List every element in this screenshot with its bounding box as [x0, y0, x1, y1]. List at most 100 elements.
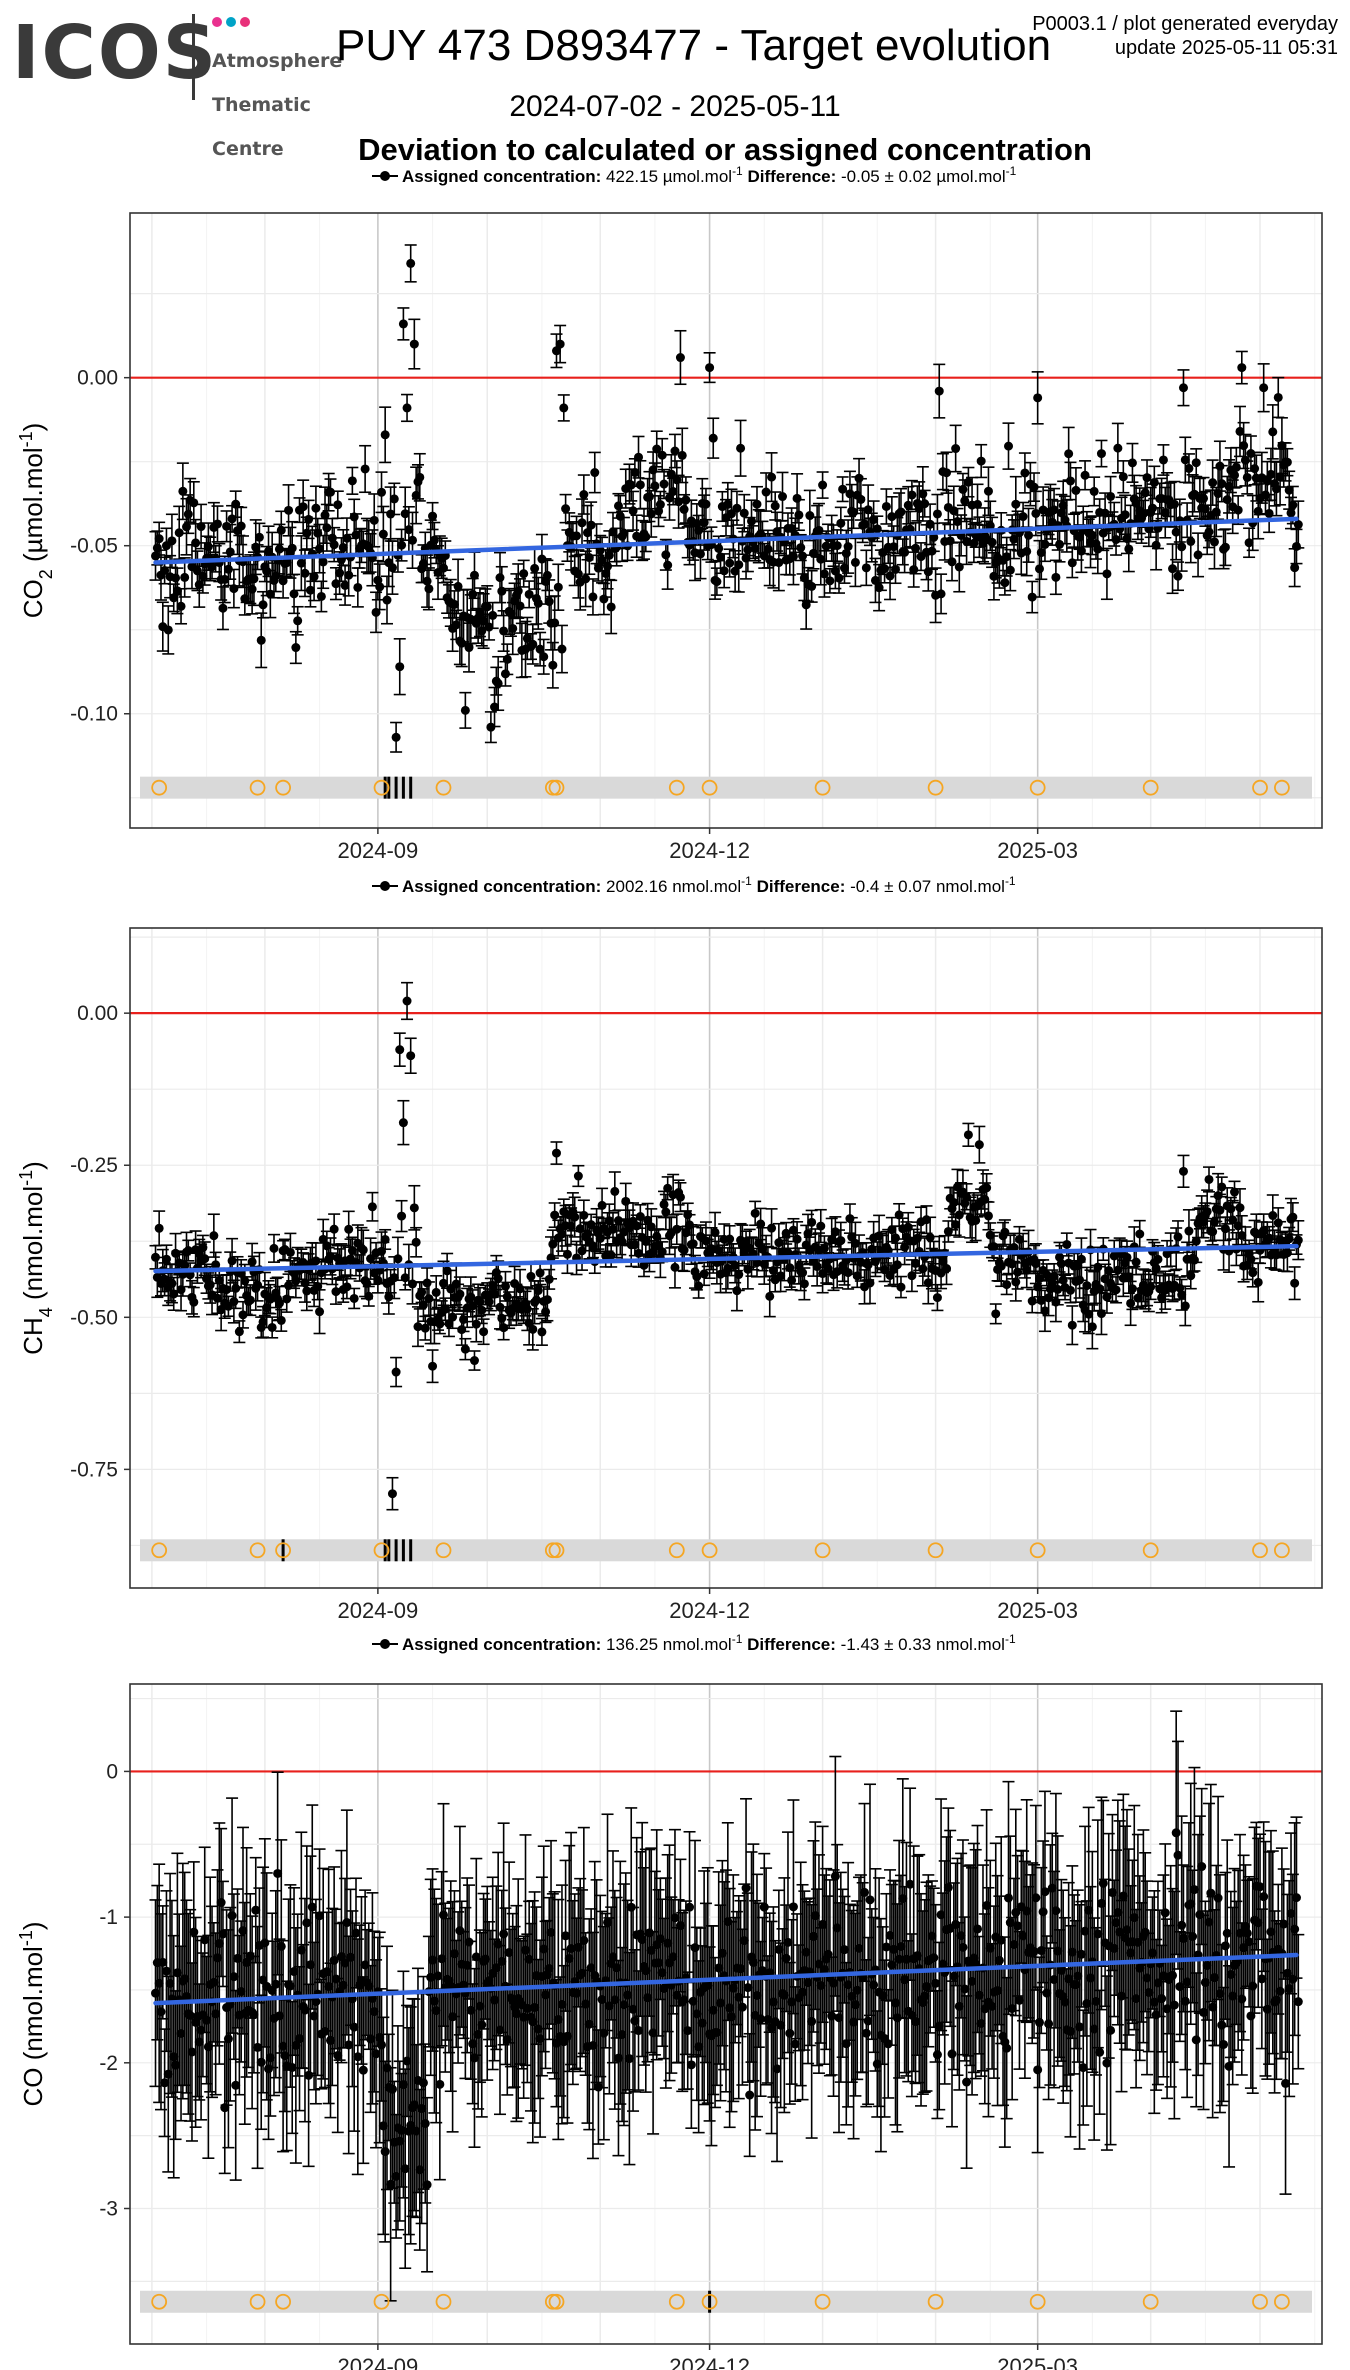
data-point	[894, 1210, 904, 1220]
data-point	[397, 540, 407, 550]
legend-text-part: -0.05 ± 0.02 µmol.mol	[841, 167, 1006, 186]
data-point	[1064, 449, 1074, 459]
data-point	[315, 1307, 325, 1317]
data-point	[1250, 464, 1260, 474]
data-point	[880, 564, 890, 574]
y-axis-label-part: (µmol.mol	[18, 447, 48, 569]
data-point	[413, 1322, 423, 1332]
data-point	[932, 509, 942, 519]
data-point	[1005, 565, 1015, 575]
data-point	[577, 518, 587, 528]
data-point	[925, 1232, 935, 1242]
data-point	[1118, 472, 1128, 482]
data-point	[1284, 485, 1294, 495]
logo-line: Thematic	[212, 94, 311, 116]
report-header: ICOS Atmosphere Thematic Centre PUY 473 …	[0, 0, 1350, 180]
data-point	[918, 1264, 928, 1274]
data-point	[942, 1264, 952, 1274]
data-point	[311, 1256, 321, 1266]
data-point	[936, 589, 946, 599]
legend-text-part: Assigned concentration:	[402, 877, 606, 896]
data-point	[925, 519, 935, 529]
data-point	[1009, 534, 1019, 544]
data-point	[983, 486, 993, 496]
data-point	[1084, 1309, 1094, 1319]
data-point	[180, 572, 190, 582]
data-point	[1204, 527, 1214, 537]
data-point	[765, 1291, 775, 1301]
data-point	[670, 1262, 680, 1272]
data-point	[1053, 1284, 1063, 1294]
data-point	[830, 566, 840, 576]
data-point	[234, 1327, 244, 1337]
logo-divider	[192, 14, 195, 100]
data-point	[542, 570, 552, 580]
date-range: 2024-07-02 - 2025-05-11	[509, 90, 841, 123]
data-point	[889, 542, 899, 552]
y-tick-label: -0.10	[70, 703, 118, 726]
data-point	[934, 386, 944, 396]
data-point	[438, 563, 448, 573]
y-axis-label-part: 2	[36, 569, 56, 579]
data-point	[1122, 1252, 1132, 1262]
data-point	[1065, 476, 1075, 486]
data-point	[750, 543, 760, 553]
data-point	[586, 520, 596, 530]
data-point	[861, 563, 871, 573]
legend-text-part: -0.4 ± 0.07 nmol.mol	[850, 877, 1005, 896]
data-point	[849, 507, 859, 517]
data-point	[1004, 441, 1014, 451]
data-point	[976, 456, 986, 466]
data-point	[590, 468, 600, 478]
data-point	[843, 1268, 853, 1278]
update-timestamp: update 2025-05-11 05:31	[1114, 37, 1338, 59]
data-point	[1235, 426, 1245, 436]
data-point	[903, 1222, 913, 1232]
logo-dot	[226, 17, 236, 27]
data-point	[807, 581, 817, 591]
data-point	[469, 1356, 479, 1366]
data-point	[460, 1344, 470, 1354]
data-point	[555, 339, 565, 349]
data-point	[663, 1183, 673, 1193]
data-point	[588, 1241, 598, 1251]
legend-marker	[380, 881, 390, 891]
data-point	[982, 1183, 992, 1193]
data-point	[932, 1293, 942, 1303]
data-point	[635, 480, 645, 490]
data-point	[954, 1210, 964, 1220]
data-point	[1051, 572, 1061, 582]
data-point	[559, 403, 569, 413]
data-point	[952, 517, 962, 527]
data-point	[650, 481, 660, 491]
data-point	[1024, 530, 1034, 540]
data-point	[398, 1118, 408, 1128]
x-tick-label: 2024-12	[669, 838, 750, 863]
legend-text-part: Difference:	[743, 167, 841, 186]
data-point	[1011, 1277, 1021, 1287]
data-point	[664, 493, 674, 503]
data-point	[211, 1260, 221, 1270]
data-point	[154, 1223, 164, 1233]
data-point	[794, 510, 804, 520]
data-point	[885, 571, 895, 581]
data-point	[870, 575, 880, 585]
data-point	[1011, 499, 1021, 509]
data-point	[942, 468, 952, 478]
data-point	[377, 487, 387, 497]
data-point	[207, 562, 217, 572]
data-point	[293, 616, 303, 626]
data-point	[634, 452, 644, 462]
data-point	[276, 1315, 286, 1325]
data-point	[1220, 542, 1230, 552]
data-point	[679, 504, 689, 514]
data-point	[557, 1229, 567, 1239]
data-point	[533, 598, 543, 608]
data-point	[1200, 504, 1210, 514]
data-point	[409, 339, 419, 349]
data-point	[551, 1148, 561, 1158]
data-point	[869, 515, 879, 525]
data-point	[1199, 493, 1209, 503]
flag-marker	[548, 779, 565, 796]
data-point	[1204, 1174, 1214, 1184]
